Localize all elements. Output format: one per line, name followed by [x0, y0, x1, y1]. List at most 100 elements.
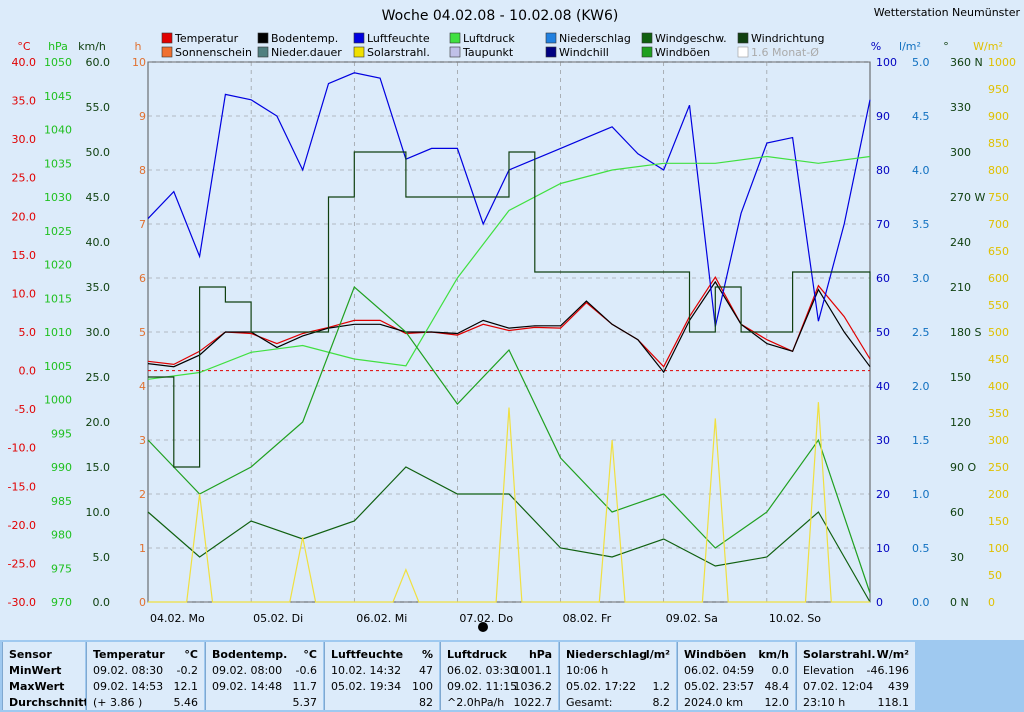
chart-title: Woche 04.02.08 - 10.02.08 (KW6): [382, 8, 619, 24]
stats-luftdruck-label: 06.02. 03:30: [447, 664, 518, 677]
stats-bodentemp-value: -0.6: [295, 664, 317, 677]
legend-swatch: [641, 32, 653, 44]
pressure-axis-tick: 1020: [44, 259, 72, 272]
direction-axis-tick: 240: [950, 236, 971, 249]
legend-swatch: [449, 32, 461, 44]
direction-axis-tick: 210: [950, 281, 971, 294]
sun-axis-tick: 0: [139, 596, 146, 609]
stats-temperatur: Temperatur °C 09.02. 08:30 -0.2 09.02. 14:53…: [86, 642, 204, 710]
stats-temperatur-label: 09.02. 14:53: [93, 680, 164, 693]
solar-axis-tick: 100: [988, 542, 1009, 555]
sun-axis-tick: 9: [139, 110, 146, 123]
legend-label: Luftfeuchte: [367, 32, 430, 45]
legend-swatch: [353, 32, 365, 44]
axis-unit: l/m²: [899, 40, 921, 53]
x-tick: 08.02. Fr: [563, 612, 612, 625]
solar-axis-tick: 800: [988, 164, 1009, 177]
pressure-axis-tick: 995: [51, 427, 72, 440]
stats-luftdruck-value: 1036.2: [513, 680, 553, 693]
stats-windboeen-value: 0.0: [771, 664, 790, 677]
solar-axis-tick: 550: [988, 299, 1009, 312]
axis-unit: °: [943, 40, 949, 53]
stats-luftdruck-label: ^2.0hPa/h: [447, 696, 505, 709]
temp-axis-tick: -10.0: [8, 442, 36, 455]
temp-axis-tick: 30.0: [12, 133, 37, 146]
sun-axis-tick: 4: [139, 380, 146, 393]
solar-axis-tick: 450: [988, 353, 1009, 366]
stats-bodentemp-value: 5.37: [292, 696, 318, 709]
wind-axis-tick: 30.0: [86, 326, 111, 339]
pressure-axis-tick: 990: [51, 461, 72, 474]
stats-luftdruck-unit: hPa: [528, 648, 552, 661]
stats-luftfeuchte-row: 10.02. 14:32 47: [331, 664, 433, 680]
temp-axis-tick: 35.0: [12, 95, 37, 108]
legend-label: Taupunkt: [462, 46, 514, 59]
pressure-axis-tick: 1015: [44, 292, 72, 305]
wind-axis-tick: 10.0: [86, 506, 111, 519]
stats-luftfeuchte-header: Luftfeuchte%: [331, 648, 433, 661]
humidity-axis-tick: 30: [876, 434, 890, 447]
solar-axis-tick: 500: [988, 326, 1009, 339]
legend-swatch: [257, 32, 269, 44]
wind-axis-tick: 55.0: [86, 101, 111, 114]
solar-axis-tick: 150: [988, 515, 1009, 528]
solar-axis-tick: 250: [988, 461, 1009, 474]
solar-axis-tick: 200: [988, 488, 1009, 501]
humidity-axis-tick: 80: [876, 164, 890, 177]
stats-luftdruck-value: 1022.7: [513, 696, 553, 709]
stats-windboeen-row: 2024.0 km 12.0: [684, 696, 789, 712]
stats-windboeen-row: 06.02. 04:59 0.0: [684, 664, 789, 680]
axis-unit: %: [871, 40, 881, 53]
stats-luftfeuchte-row: 82: [331, 696, 433, 712]
pressure-axis-tick: 1050: [44, 56, 72, 69]
stats-bodentemp-row: 09.02. 08:00 -0.6: [212, 664, 317, 680]
wind-axis-tick: 20.0: [86, 416, 111, 429]
stats-bodentemp-unit: °C: [303, 648, 317, 661]
axis-unit: km/h: [78, 40, 106, 53]
stats-windboeen-label: 05.02. 23:57: [684, 680, 755, 693]
sun-axis-tick: 3: [139, 434, 146, 447]
stats-temperatur-value: 5.46: [173, 696, 199, 709]
stats-windboeen-row: 05.02. 23:57 48.4: [684, 680, 789, 696]
direction-axis-tick: 30: [950, 551, 964, 564]
wind-axis-tick: 60.0: [86, 56, 111, 69]
humidity-axis-tick: 100: [876, 56, 897, 69]
stats-niederschlag-label: Gesamt:: [566, 696, 613, 709]
rain-axis-tick: 4.0: [912, 164, 930, 177]
legend-label: Nieder.dauer: [271, 46, 342, 59]
direction-axis-tick: 150: [950, 371, 971, 384]
rain-axis-tick: 1.0: [912, 488, 930, 501]
x-tick: 06.02. Mi: [356, 612, 407, 625]
humidity-axis-tick: 10: [876, 542, 890, 555]
stats-max-label: MaxWert: [9, 680, 65, 693]
legend-label: Windgeschw.: [655, 32, 727, 45]
sun-axis-tick: 2: [139, 488, 146, 501]
pressure-axis-tick: 985: [51, 495, 72, 508]
weather-chart: 40.035.030.025.020.015.010.05.00.0-5.0-1…: [8, 6, 1020, 632]
stats-luftdruck-label: 09.02. 11:15: [447, 680, 518, 693]
wind-axis-tick: 40.0: [86, 236, 111, 249]
stats-windboeen-header: Windböen km/h: [684, 648, 789, 661]
stats-luftfeuchte-value: 100: [412, 680, 433, 693]
stats-bodentemp-row: 5.37: [212, 696, 318, 712]
humidity-axis-tick: 0: [876, 596, 883, 609]
solar-axis-tick: 300: [988, 434, 1009, 447]
direction-axis-tick: 300: [950, 146, 971, 159]
pressure-axis-tick: 975: [51, 562, 72, 575]
sun-axis-tick: 8: [139, 164, 146, 177]
stats-niederschlag-value: 1.2: [652, 680, 671, 693]
wind-axis-tick: 25.0: [86, 371, 111, 384]
legend-swatch: [545, 46, 557, 58]
solar-axis-tick: 50: [988, 569, 1002, 582]
stats-min-label: MinWert: [9, 664, 62, 677]
series-bodentemp: [147, 280, 871, 374]
rain-axis-tick: 2.5: [912, 326, 930, 339]
stats-solar: Solarstrahl. W/m² Elevation -46.196 07.02. 1…: [796, 642, 915, 710]
temp-axis-tick: 15.0: [12, 249, 37, 262]
stats-luftfeuchte-label: 05.02. 19:34: [331, 680, 402, 693]
sun-axis-tick: 7: [139, 218, 146, 231]
stats-luftfeuchte-label: 10.02. 14:32: [331, 664, 402, 677]
pressure-axis-tick: 1000: [44, 394, 72, 407]
series-windrichtung: [148, 151, 871, 468]
now-marker[interactable]: [478, 622, 488, 632]
